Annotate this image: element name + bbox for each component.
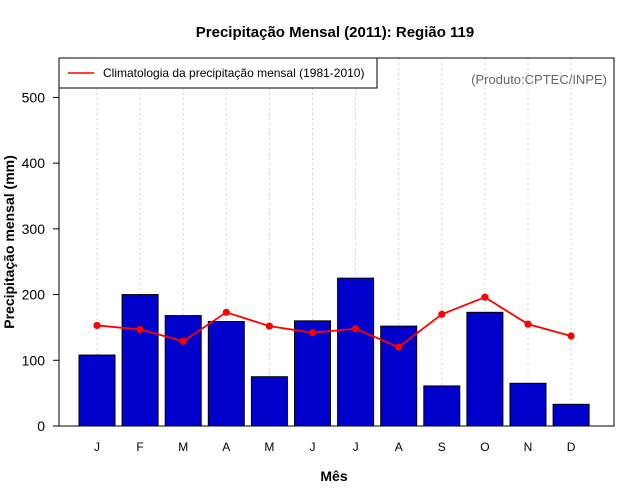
climatology-point-7 [352,325,360,333]
bar-10 [466,311,504,427]
chart-title: Precipitação Mensal (2011): Região 119 [196,24,474,41]
y-tick-label-500: 500 [22,89,46,105]
x-tick-label-3: M [178,440,188,454]
climatology-point-2 [136,325,144,333]
climatology-point-10 [481,293,489,301]
y-tick-label-100: 100 [22,352,46,368]
climatology-point-11 [524,320,532,328]
x-tick-label-7: J [353,440,359,454]
bar-7 [337,277,375,427]
climatology-point-5 [265,322,273,330]
bar-9 [423,385,461,427]
y-tick-label-300: 300 [22,221,46,237]
x-tick-label-8: A [395,440,403,454]
x-tick-label-10: O [480,440,489,454]
x-tick-label-6: J [310,440,316,454]
x-tick-label-11: N [524,440,533,454]
climatology-point-9 [438,310,446,318]
bars [78,277,590,427]
x-tick-label-1: J [94,440,100,454]
legend-entry-climatology: Climatologia da precipitação mensal (198… [103,66,364,80]
bar-2 [121,294,159,427]
y-tick-label-400: 400 [22,155,46,171]
climatology-point-4 [222,308,230,316]
climatology-point-1 [93,321,101,330]
x-tick-label-5: M [264,440,274,454]
y-axis-label: Precipitação mensal (mm) [1,155,17,329]
legend-box [58,57,378,89]
x-axis-label: Mês [320,468,347,484]
product-credit: (Produto:CPTEC/INPE) [471,72,607,87]
legend: Climatologia da precipitação mensal (198… [58,57,378,89]
bar-1 [78,354,116,427]
bar-5 [250,376,288,427]
climatology-point-8 [395,343,403,351]
x-tick-label-4: A [222,440,230,454]
bar-12 [552,403,590,427]
climatology-point-12 [567,332,575,340]
bar-6 [294,320,331,427]
x-tick-label-12: D [567,440,576,454]
bar-4 [207,321,245,427]
y-tick-label-0: 0 [37,418,45,434]
x-tick-label-9: S [438,440,446,454]
climatology-line [93,293,575,351]
climatology-point-3 [179,337,187,345]
x-tick-label-2: F [136,440,143,454]
y-axis: 0 100 200 300 400 500 [22,89,59,434]
y-tick-label-200: 200 [22,287,46,303]
climatology-polyline [96,296,572,349]
climatology-point-6 [308,329,317,337]
bar-11 [509,382,547,427]
